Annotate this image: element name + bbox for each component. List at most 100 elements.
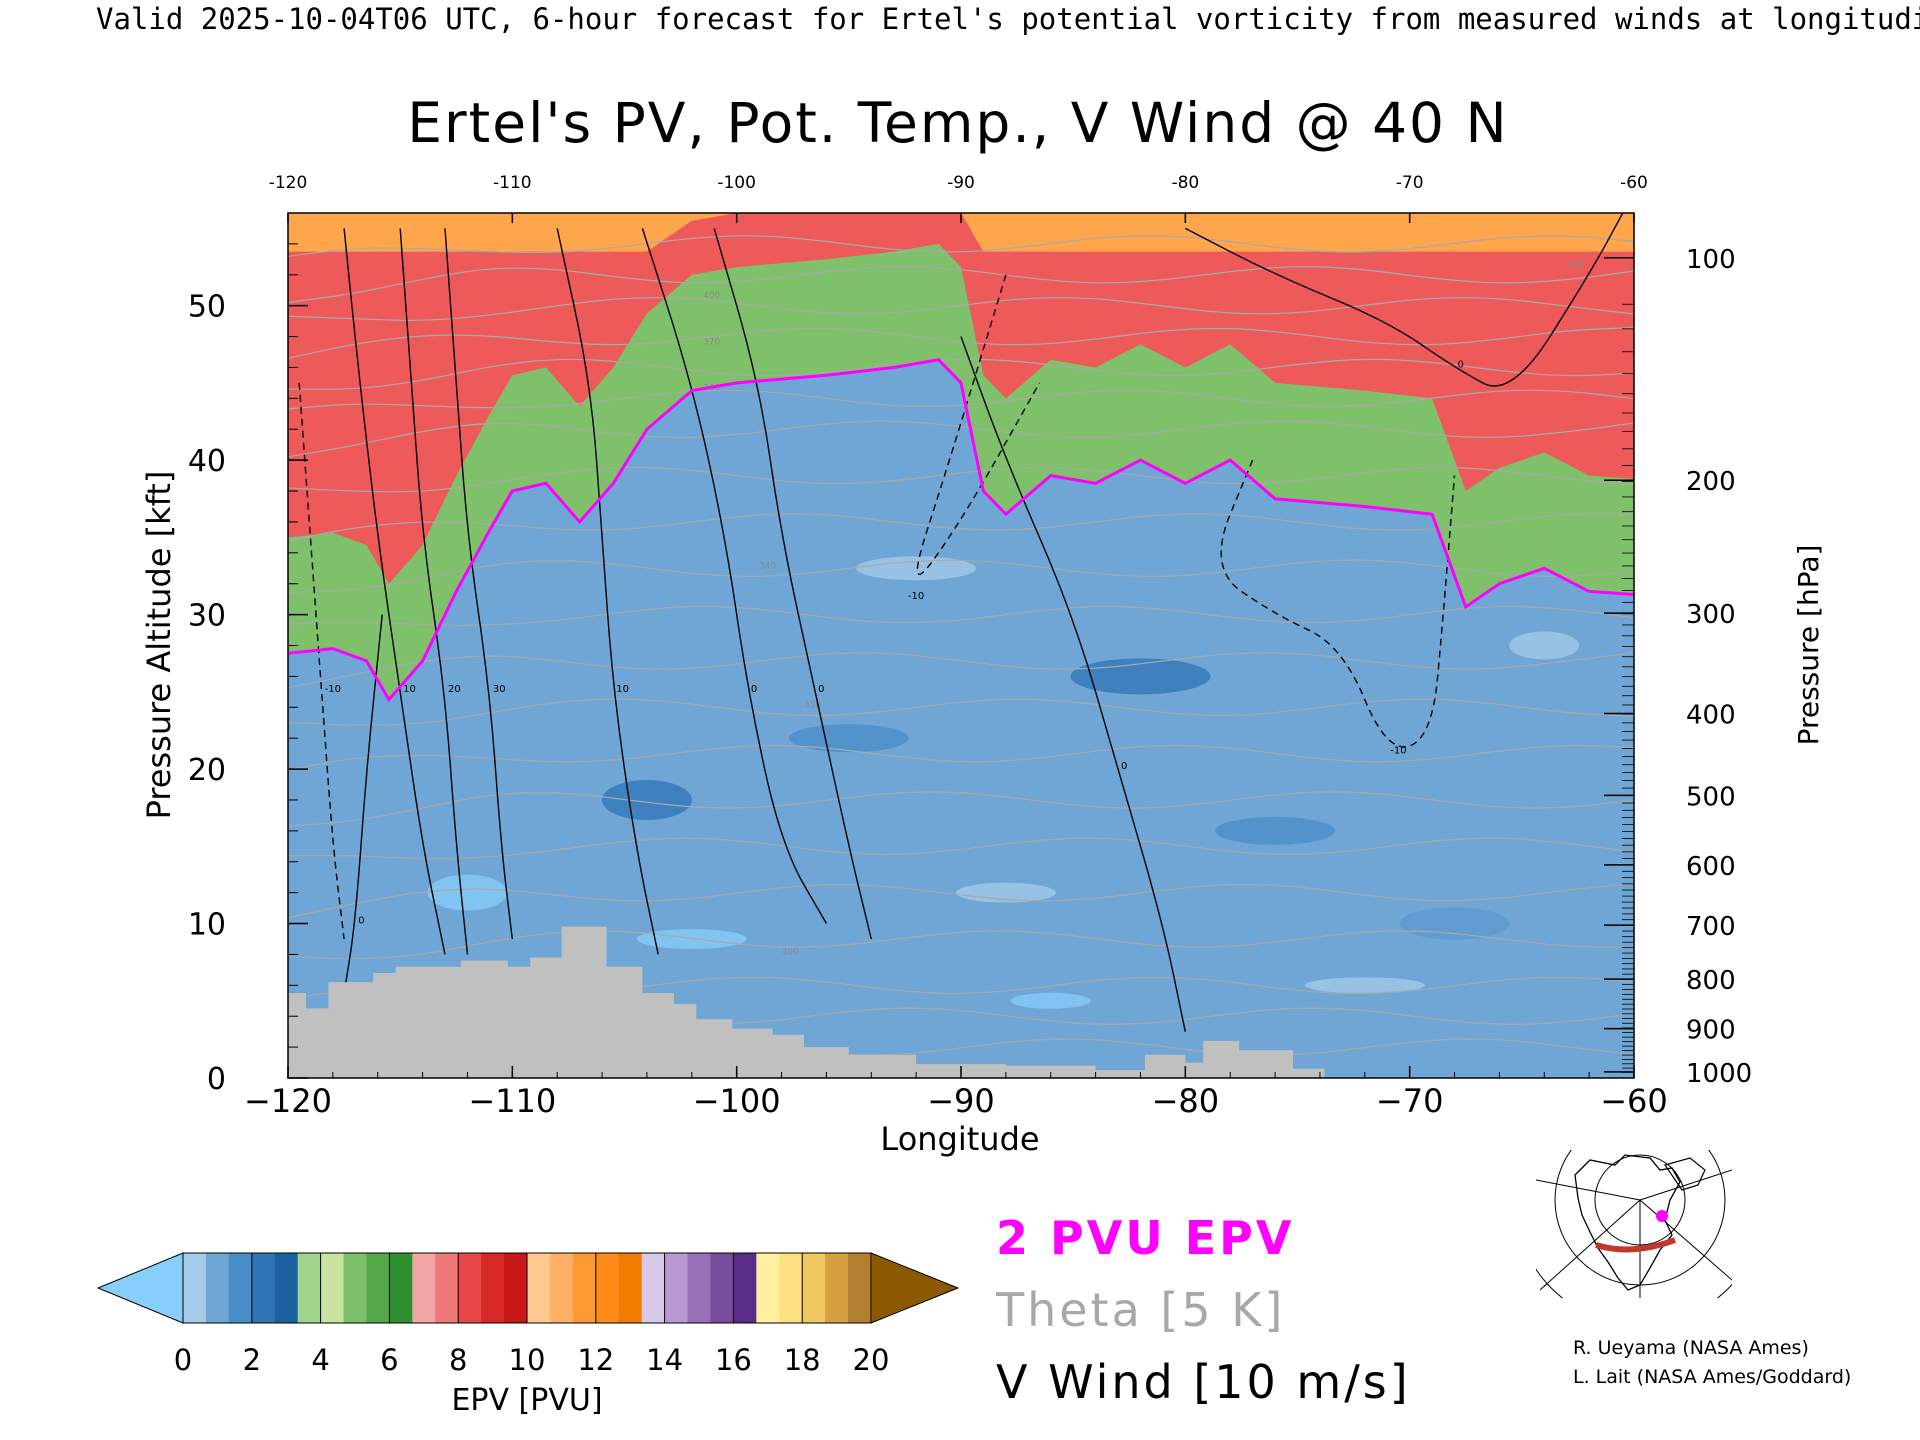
colorbar-tick-label: 10 [509, 1343, 546, 1377]
x-axis-label: Longitude [880, 1120, 1039, 1158]
theta-contour-label: 300 [782, 947, 799, 957]
colorbar-tick-label: 6 [380, 1343, 398, 1377]
pv-blob [1399, 907, 1510, 940]
colorbar-segment [733, 1253, 757, 1323]
terrain [288, 926, 1325, 1078]
v-wind-contour [343, 614, 383, 994]
v-wind-contour [713, 228, 872, 940]
x-top-tick-label: -80 [1171, 173, 1199, 193]
theta-contour-label: 400 [703, 291, 720, 301]
pv-blob [1010, 992, 1091, 1009]
colorbar: 0 2 4 6 8 10 12 14 16 18 20 [96, 1252, 960, 1377]
y-tick-label: 0 [207, 1062, 226, 1097]
colorbar-segment [595, 1253, 620, 1323]
pv-blob [788, 724, 909, 753]
legend-theta: Theta [5 K] [995, 1283, 1285, 1337]
v-wind-contour [916, 274, 1041, 575]
x-tick-label: −70 [1376, 1082, 1444, 1120]
colorbar-tick-label: 14 [646, 1343, 683, 1377]
y-tick-label: 20 [188, 753, 226, 788]
colorbar-segment [848, 1253, 872, 1323]
v-wind-contour [1220, 459, 1456, 748]
x-axis-top: -120 -110 -100 -90 -80 -70 -60 [269, 173, 1648, 223]
x-top-tick-label: -90 [947, 173, 975, 193]
x-tick-label: −110 [468, 1082, 556, 1120]
colorbar-segment [504, 1253, 528, 1323]
colorbar-segment [183, 1253, 207, 1323]
pv-blob [601, 779, 692, 820]
colorbar-segment [618, 1253, 643, 1323]
y-tick-label: 40 [188, 444, 226, 479]
pressure-tick-label: 800 [1686, 966, 1736, 996]
inset-meridian [1539, 1199, 1641, 1291]
v-wind-contour-label: 0 [751, 684, 757, 695]
colorbar-segment [228, 1253, 253, 1323]
credit-line-1: R. Ueyama (NASA Ames) [1573, 1337, 1809, 1359]
legend-pv-contour: 2 PVU EPV [996, 1211, 1294, 1265]
colorbar-segment [389, 1253, 413, 1323]
colorbar-segment [435, 1253, 459, 1323]
tropospheric-pv-blobs [427, 556, 1580, 1009]
theta-contour [288, 605, 1634, 626]
v-wind-contour-label: 10 [403, 684, 416, 695]
y-axis-right: 100 200 300 400 500 600 700 800 900 1000 [1604, 245, 1752, 1089]
pressure-tick-label: 500 [1686, 782, 1736, 812]
y-axis-left: 0 10 20 30 40 50 [188, 243, 308, 1097]
y-tick-label: 50 [188, 290, 226, 325]
colorbar-segment [802, 1253, 826, 1323]
pressure-tick-label: 200 [1686, 467, 1736, 497]
theta-contour [288, 389, 1634, 410]
y-tick-label: 30 [188, 599, 226, 634]
x-axis: −120 −110 −100 −90 −80 −70 −60 [244, 1066, 1668, 1120]
colorbar-segment [251, 1253, 276, 1323]
colorbar-segment [641, 1253, 666, 1323]
v-wind-contour-label: 0 [1121, 761, 1127, 772]
theta-contour [288, 466, 1634, 493]
theta-contour [288, 744, 1634, 771]
x-tick-label: −120 [244, 1082, 332, 1120]
x-tick-label: −80 [1152, 1082, 1220, 1120]
colorbar-tick-label: 8 [449, 1343, 467, 1377]
colorbar-segment [297, 1253, 322, 1323]
colorbar-segment [366, 1253, 390, 1323]
theta-contour [288, 297, 1634, 321]
colorbar-segment [779, 1253, 803, 1323]
x-top-tick-label: -60 [1620, 173, 1648, 193]
x-tick-label: −60 [1600, 1082, 1668, 1120]
colorbar-segment [320, 1253, 345, 1323]
colorbar-segment [343, 1253, 368, 1323]
theta-contour [288, 235, 1634, 257]
v-wind-contour [298, 382, 345, 940]
colorbar-label: EPV [PVU] [451, 1383, 602, 1418]
v-wind-contour [343, 228, 446, 955]
pv-blob [427, 874, 508, 911]
pressure-tick-label: 300 [1686, 600, 1736, 630]
x-top-tick-label: -110 [493, 173, 532, 193]
valid-time-header: Valid 2025-10-04T06 UTC, 6-hour forecast… [96, 2, 1920, 36]
x-top-tick-label: -120 [269, 173, 308, 193]
inset-meridian [1536, 1179, 1641, 1201]
pressure-tick-label: 100 [1686, 245, 1736, 275]
y-axis-left-label: Pressure Altitude [kft] [140, 471, 178, 820]
colorbar-segment [527, 1253, 551, 1323]
stratosphere-high-pv-fill [288, 213, 1634, 584]
colorbar-tick-label: 20 [853, 1343, 890, 1377]
theta-contour-label: 400 [1567, 260, 1584, 270]
colorbar-segment [412, 1253, 436, 1323]
colorbar-segment [756, 1253, 780, 1323]
colorbar-tick-label: 2 [243, 1343, 261, 1377]
theta-contour [288, 930, 1634, 960]
inset-location-marker [1656, 1210, 1668, 1222]
v-wind-contour-label: -10 [325, 684, 341, 695]
v-wind-contour-label: 0 [1458, 359, 1464, 370]
inset-greenland-outline [1664, 1157, 1706, 1191]
colorbar-segment [549, 1253, 574, 1323]
theta-contour [288, 513, 1634, 542]
v-wind-contour-label: 0 [818, 684, 824, 695]
colorbar-segment [274, 1253, 299, 1323]
colorbar-segment [687, 1253, 712, 1323]
colorbar-segment [458, 1253, 482, 1323]
colorbar-tick-label: 18 [784, 1343, 821, 1377]
inset-map-content [1536, 1150, 1732, 1298]
